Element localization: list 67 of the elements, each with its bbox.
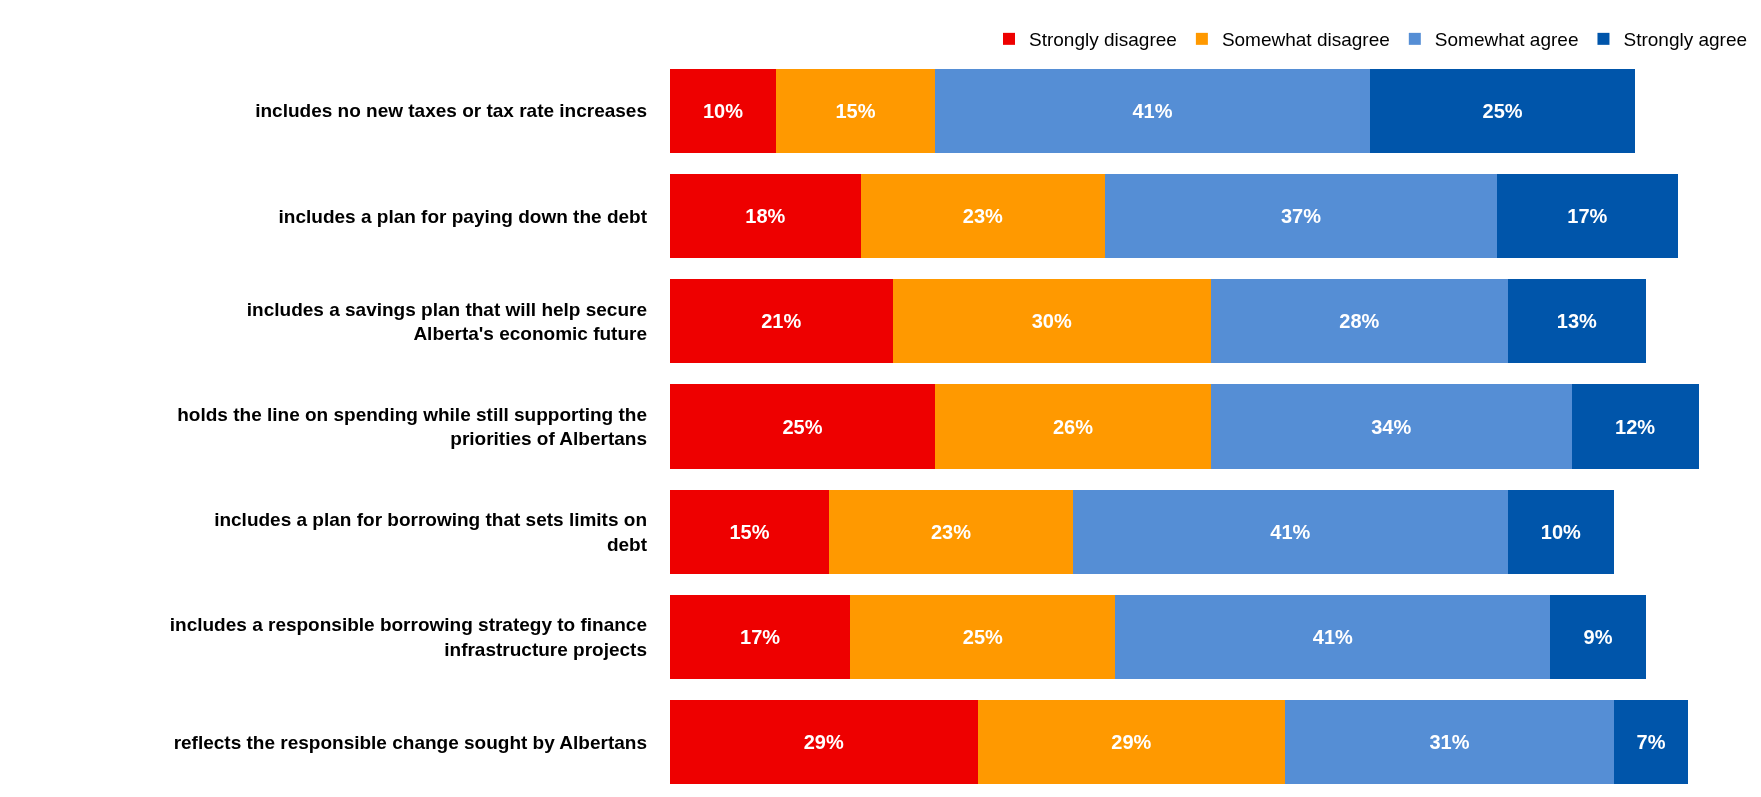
data-label: 25% (962, 626, 1004, 649)
data-label: 37% (1280, 204, 1322, 227)
data-label: 15% (835, 99, 876, 122)
bar (850, 594, 1116, 680)
legend-label: Somewhat disagree (1221, 29, 1390, 51)
bar (860, 173, 1105, 259)
bar (977, 700, 1286, 785)
data-label: 29% (803, 731, 844, 754)
y-tick-label: reflects the responsible change sought by Albertans (173, 732, 647, 754)
data-label: 10% (702, 99, 744, 122)
bar (1073, 489, 1508, 574)
bar (1210, 279, 1508, 364)
data-label: 23% (930, 520, 972, 543)
data-label: 15% (729, 520, 770, 543)
data-label: 12% (1615, 415, 1656, 438)
y-tick-label: includes a plan for paying down the debt (278, 205, 648, 227)
bar (1507, 489, 1614, 574)
data-label: 41% (1312, 626, 1354, 649)
data-label: 29% (1111, 731, 1152, 754)
data-label: 26% (1052, 415, 1094, 438)
bar (1370, 68, 1636, 153)
y-tick-label: includes no new taxes or tax rate increases (255, 100, 647, 122)
bar (670, 173, 861, 259)
data-label: 23% (962, 204, 1004, 227)
bar (892, 279, 1211, 364)
bar (1285, 700, 1614, 785)
bar (1497, 173, 1678, 259)
data-label: 41% (1270, 520, 1311, 543)
data-label: 31% (1429, 731, 1470, 754)
bar (670, 489, 830, 574)
data-label: 21% (761, 310, 802, 333)
data-label: 9% (1583, 626, 1613, 649)
bar (1507, 279, 1646, 364)
data-label: 30% (1031, 310, 1072, 333)
bar (1571, 384, 1699, 469)
legend-label: Strongly agree (1623, 29, 1748, 51)
legend-label: Strongly disagree (1029, 29, 1177, 51)
bar (670, 68, 777, 153)
bar (935, 68, 1371, 153)
data-label: 28% (1339, 310, 1380, 333)
data-label: 18% (745, 204, 786, 227)
bar (829, 489, 1074, 574)
legend-label: Somewhat agree (1434, 29, 1579, 51)
data-label: 34% (1371, 415, 1412, 438)
bar (670, 279, 893, 364)
y-tick-label: holds the line on spending while still supporting the priorities of Albertans (177, 403, 647, 450)
data-label: 25% (782, 415, 823, 438)
bar (935, 384, 1211, 469)
bar (1104, 173, 1498, 259)
bar (1115, 594, 1551, 680)
data-label: 41% (1132, 99, 1173, 122)
bar (1210, 384, 1572, 469)
bar (670, 384, 936, 469)
bar (670, 594, 851, 680)
bar (776, 68, 936, 153)
bar (1614, 700, 1689, 785)
bar (1550, 594, 1646, 680)
y-tick-label: includes a responsible borrowing strategy to finance infrastructure projects (169, 614, 647, 661)
data-label: 25% (1482, 99, 1523, 122)
data-label: 13% (1556, 310, 1597, 333)
bar (670, 700, 978, 785)
data-label: 17% (740, 626, 781, 649)
y-tick-label: includes a savings plan that will help secure Alberta's economic future (246, 298, 647, 345)
data-label: 7% (1636, 731, 1666, 754)
y-tick-label: includes a plan for borrowing that sets limits on debt (214, 509, 648, 555)
data-label: 17% (1567, 204, 1608, 227)
data-label: 10% (1540, 520, 1582, 543)
